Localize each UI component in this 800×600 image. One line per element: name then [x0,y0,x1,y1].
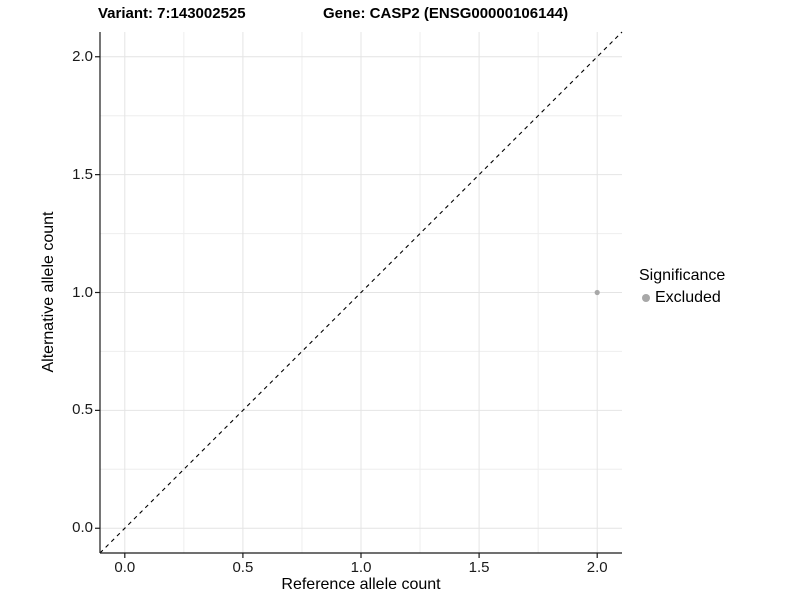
legend: Significance Excluded [639,266,725,307]
x-axis-title: Reference allele count [281,576,441,593]
data-point-excluded [594,289,600,296]
legend-item-excluded: Excluded [639,288,725,307]
legend-item-label: Excluded [655,289,721,306]
y-tick-label: 0.0 [72,519,93,537]
y-tick-label: 0.5 [72,401,93,419]
x-tick-label: 0.0 [114,559,136,576]
legend-title: Significance [639,267,726,284]
y-tick-label: 1.5 [72,165,93,183]
legend-point-icon [642,293,650,302]
plot-title-gene: Gene: CASP2 (ENSG00000106144) [323,5,569,22]
y-tick-label: 2.0 [72,47,93,65]
x-tick-label: 1.0 [350,559,372,576]
identity-reference-line [99,31,623,554]
x-tick-label: 0.5 [232,559,254,576]
y-tick-label: 1.0 [72,283,93,301]
plot-title-variant: Variant: 7:143002525 [98,5,246,22]
x-tick-label: 2.0 [586,559,608,576]
x-tick-label: 1.5 [468,559,490,576]
